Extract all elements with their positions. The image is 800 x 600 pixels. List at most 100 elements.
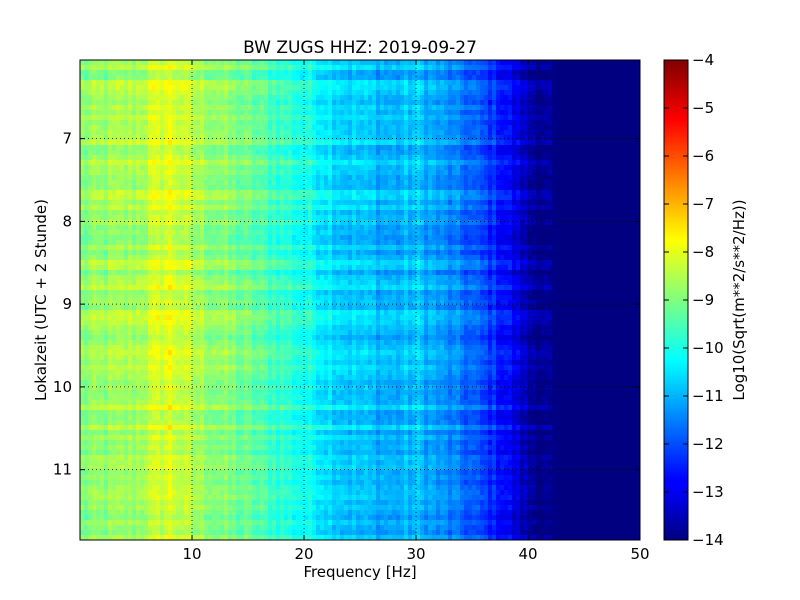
heatmap-cell — [512, 225, 517, 231]
heatmap-cell — [560, 120, 565, 126]
heatmap-cell — [612, 155, 617, 161]
heatmap-cell — [252, 70, 257, 76]
heatmap-cell — [212, 115, 217, 121]
heatmap-cell — [88, 160, 93, 166]
heatmap-cell — [604, 220, 609, 226]
heatmap-cell — [520, 65, 525, 71]
heatmap-cell — [532, 225, 537, 231]
heatmap-cell — [612, 140, 617, 146]
heatmap-cell — [132, 170, 137, 176]
heatmap-cell — [420, 60, 425, 66]
heatmap-cell — [580, 165, 585, 171]
heatmap-cell — [400, 135, 405, 141]
heatmap-cell — [592, 200, 597, 206]
heatmap-cell — [396, 225, 401, 231]
heatmap-cell — [548, 105, 553, 111]
heatmap-cell — [252, 105, 257, 111]
heatmap-cell — [112, 85, 117, 91]
heatmap-cell — [212, 160, 217, 166]
heatmap-cell — [556, 125, 561, 131]
heatmap-cell — [232, 230, 237, 236]
heatmap-cell — [436, 185, 441, 191]
heatmap-cell — [120, 90, 125, 96]
heatmap-cell — [208, 75, 213, 81]
heatmap-cell — [176, 125, 181, 131]
heatmap-cell — [564, 170, 569, 176]
heatmap-cell — [556, 165, 561, 171]
heatmap-cell — [232, 65, 237, 71]
heatmap-cell — [632, 80, 637, 86]
heatmap-cell — [264, 220, 269, 226]
heatmap-cell — [312, 180, 317, 186]
heatmap-cell — [620, 105, 625, 111]
heatmap-cell — [296, 110, 301, 116]
heatmap-cell — [512, 65, 517, 71]
heatmap-cell — [188, 165, 193, 171]
heatmap-cell — [364, 145, 369, 151]
heatmap-cell — [276, 80, 281, 86]
heatmap-cell — [108, 105, 113, 111]
heatmap-cell — [216, 235, 221, 241]
heatmap-cell — [532, 125, 537, 131]
heatmap-cell — [472, 215, 477, 221]
heatmap-cell — [468, 105, 473, 111]
heatmap-cell — [424, 70, 429, 76]
heatmap-cell — [160, 80, 165, 86]
heatmap-cell — [368, 85, 373, 91]
heatmap-cell — [592, 70, 597, 76]
heatmap-cell — [100, 145, 105, 151]
heatmap-cell — [204, 225, 209, 231]
heatmap-cell — [120, 60, 125, 66]
heatmap-cell — [440, 130, 445, 136]
heatmap-cell — [308, 185, 313, 191]
heatmap-cell — [88, 210, 93, 216]
heatmap-cell — [492, 205, 497, 211]
heatmap-cell — [604, 180, 609, 186]
heatmap-cell — [284, 160, 289, 166]
heatmap-cell — [432, 230, 437, 236]
heatmap-cell — [608, 65, 613, 71]
heatmap-cell — [88, 225, 93, 231]
heatmap-cell — [216, 65, 221, 71]
heatmap-cell — [408, 195, 413, 201]
heatmap-cell — [224, 180, 229, 186]
heatmap-cell — [308, 145, 313, 151]
heatmap-cell — [120, 75, 125, 81]
heatmap-cell — [360, 145, 365, 151]
heatmap-cell — [492, 185, 497, 191]
heatmap-cell — [196, 95, 201, 101]
heatmap-cell — [236, 115, 241, 121]
heatmap-cell — [96, 230, 101, 236]
heatmap-cell — [500, 190, 505, 196]
heatmap-cell — [312, 65, 317, 71]
heatmap-cell — [312, 95, 317, 101]
heatmap-cell — [136, 90, 141, 96]
heatmap-cell — [372, 105, 377, 111]
heatmap-cell — [552, 75, 557, 81]
heatmap-cell — [448, 160, 453, 166]
heatmap-cell — [392, 80, 397, 86]
heatmap-cell — [112, 60, 117, 66]
heatmap-cell — [504, 65, 509, 71]
heatmap-cell — [364, 235, 369, 241]
heatmap-cell — [88, 130, 93, 136]
heatmap-cell — [300, 205, 305, 211]
heatmap-cell — [484, 220, 489, 226]
heatmap-cell — [360, 90, 365, 96]
heatmap-cell — [324, 75, 329, 81]
heatmap-cell — [540, 190, 545, 196]
heatmap-cell — [560, 220, 565, 226]
heatmap-cell — [476, 180, 481, 186]
heatmap-cell — [596, 115, 601, 121]
heatmap-cell — [392, 105, 397, 111]
heatmap-cell — [316, 165, 321, 171]
heatmap-cell — [528, 95, 533, 101]
heatmap-cell — [524, 75, 529, 81]
heatmap-cell — [632, 225, 637, 231]
heatmap-cell — [480, 60, 485, 66]
heatmap-cell — [280, 140, 285, 146]
heatmap-cell — [80, 215, 85, 221]
heatmap-cell — [168, 145, 173, 151]
heatmap-cell — [104, 100, 109, 106]
heatmap-cell — [588, 140, 593, 146]
